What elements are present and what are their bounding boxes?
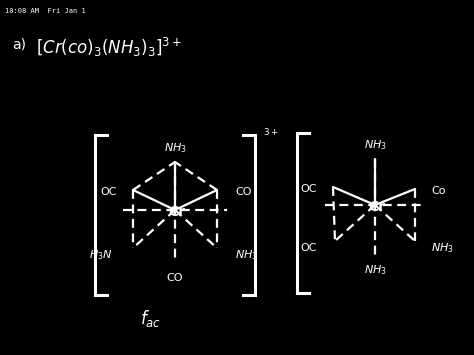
Text: $[Cr(co)_3(NH_3)_3]^{3+}$: $[Cr(co)_3(NH_3)_3]^{3+}$ [36, 36, 182, 59]
Text: OC: OC [301, 243, 317, 253]
Text: CO: CO [167, 273, 183, 283]
Text: a): a) [12, 38, 26, 52]
Text: OC: OC [100, 187, 117, 197]
Text: $NH_3$: $NH_3$ [364, 263, 386, 277]
Text: $H_3N$: $H_3N$ [89, 248, 113, 262]
Text: CO: CO [235, 187, 252, 197]
Text: $NH_3$: $NH_3$ [235, 248, 258, 262]
Text: $^{3+}$: $^{3+}$ [263, 128, 279, 141]
Text: OC: OC [301, 184, 317, 194]
Text: 10:08 AM  Fri Jan 1: 10:08 AM Fri Jan 1 [5, 8, 86, 14]
Text: $NH_3$: $NH_3$ [364, 138, 386, 152]
Text: Cr: Cr [368, 200, 385, 214]
Text: Cr: Cr [168, 205, 185, 219]
Text: Co: Co [431, 186, 446, 196]
Text: $NH_3$: $NH_3$ [431, 241, 454, 255]
Text: $NH_3$: $NH_3$ [164, 141, 186, 155]
Text: $f_{ac}$: $f_{ac}$ [140, 308, 161, 329]
